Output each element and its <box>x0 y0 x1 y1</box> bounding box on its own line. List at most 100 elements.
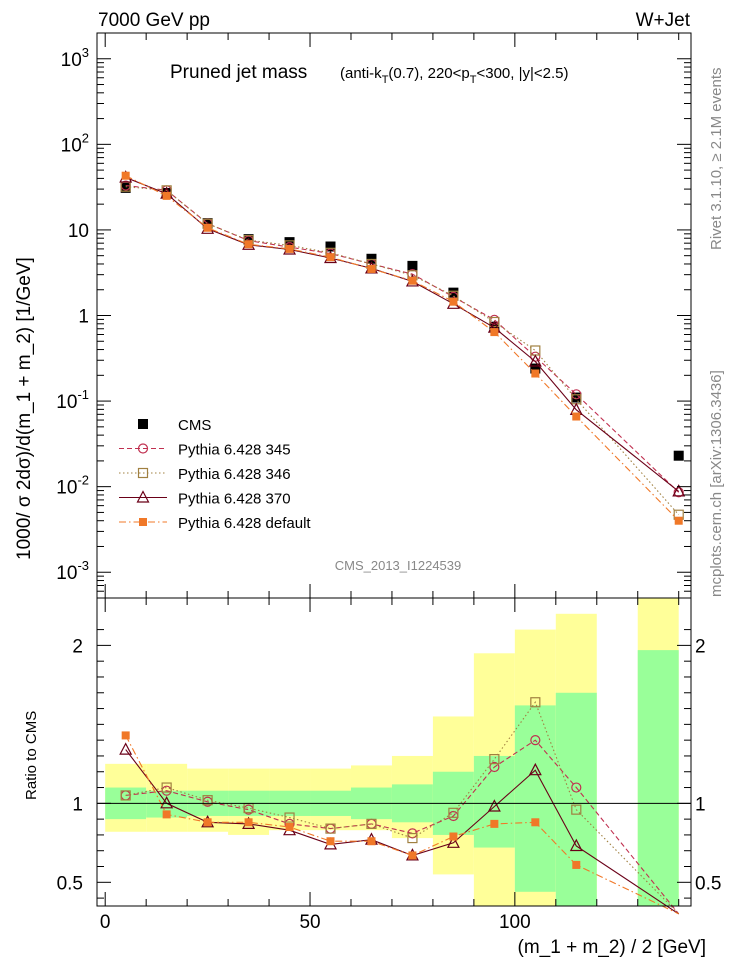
main-point-4-10 <box>531 369 540 378</box>
main-point-0-6 <box>366 253 377 264</box>
main-point-0-5 <box>325 241 336 252</box>
main-point-4-6 <box>367 264 376 273</box>
main-point-4-3 <box>244 240 253 249</box>
analysis-label: CMS_2013_I1224539 <box>335 558 462 573</box>
ratio-point-1-11 <box>571 804 582 815</box>
ratio-point-3-6 <box>367 837 376 846</box>
ratio-panel: Ratio to CMS (m_1 + m_2) / 2 [GeV] 0.5 0.… <box>23 597 721 958</box>
uncertainty-band-green-10 <box>514 705 556 892</box>
main-ylabel: 1000/ σ 2dσ)/d(m_1 + m_2) [1/GeV] <box>14 257 35 560</box>
main-point-4-8 <box>449 297 458 306</box>
legend-marker-4 <box>139 518 147 526</box>
ratio-ytick-label-right-2: 2 <box>695 636 706 657</box>
ratio-point-0-9 <box>489 761 500 773</box>
main-point-4-0 <box>121 171 130 180</box>
legend-marker-1 <box>137 443 149 454</box>
x-tick-label-2: 100 <box>499 912 531 933</box>
main-point-0-12 <box>673 450 684 461</box>
ratio-point-3-1 <box>162 810 171 819</box>
main-ytick-label-5: 102 <box>61 130 89 156</box>
header-right: W+Jet <box>636 10 691 31</box>
ratio-ytick-label-0: 0.5 <box>57 873 83 894</box>
legend-label-3: Pythia 6.428 370 <box>178 491 291 508</box>
ratio-point-3-10 <box>531 818 540 827</box>
ratio-point-3-2 <box>203 818 212 827</box>
main-panel: Pruned jet mass (anti-kT(0.7), 220<pT<30… <box>14 32 692 599</box>
legend-label-1: Pythia 6.428 345 <box>178 442 291 459</box>
ratio-point-1-8 <box>448 807 459 818</box>
legend-marker-0 <box>138 419 148 429</box>
ratio-line-1 <box>125 701 680 915</box>
legend-label-0: CMS <box>178 417 211 434</box>
ratio-point-0-11 <box>571 782 582 793</box>
main-ytick-label-1: 10-2 <box>56 473 89 499</box>
ratio-ytick-label-right-0: 0.5 <box>695 873 721 894</box>
main-point-1-12 <box>673 487 684 498</box>
main-frame <box>96 32 692 599</box>
main-series-4 <box>121 171 683 525</box>
ratio-point-3-8 <box>449 832 458 841</box>
main-ytick-label-2: 10-1 <box>56 387 89 413</box>
ratio-point-1-4 <box>284 812 295 823</box>
ratio-point-1-5 <box>325 823 336 834</box>
ratio-point-3-0 <box>121 731 130 740</box>
mcplots-label: mcplots.cern.ch [arXiv:1306.3436] <box>708 370 725 597</box>
uncertainty-band-green-12 <box>637 650 679 906</box>
ratio-ylabel: Ratio to CMS <box>23 711 40 800</box>
main-point-3-10 <box>528 354 542 367</box>
ratio-point-1-6 <box>366 818 377 829</box>
main-point-4-12 <box>674 516 683 525</box>
ratio-point-2-9 <box>487 799 501 812</box>
ratio-point-1-9 <box>489 754 500 765</box>
legend: CMS Pythia 6.428 345 Pythia 6.428 346 Pythi… <box>119 417 311 532</box>
ratio-point-3-3 <box>244 818 253 827</box>
ratio-frame <box>96 597 692 907</box>
x-axis-label: (m_1 + m_2) / 2 [GeV] <box>518 937 707 958</box>
header-left: 7000 GeV pp <box>98 10 210 31</box>
ratio-ytick-label-1: 1 <box>72 794 83 815</box>
ratio-series-3 <box>121 731 679 915</box>
legend-label-4: Pythia 6.428 default <box>178 515 311 532</box>
ratio-ytick-label-right-1: 1 <box>695 794 706 815</box>
ratio-point-3-9 <box>490 819 499 828</box>
ratio-point-3-4 <box>285 823 294 832</box>
main-point-0-7 <box>407 260 418 271</box>
main-title-detail: (anti-kT(0.7), 220<pT<300, |y|<2.5) <box>340 65 569 86</box>
x-tick-label-0: 0 <box>100 912 111 933</box>
main-point-2-9 <box>489 316 500 328</box>
ratio-point-2-8 <box>446 835 460 848</box>
main-point-0-0 <box>120 182 131 193</box>
main-point-4-11 <box>572 412 581 421</box>
ratio-point-3-7 <box>408 851 417 860</box>
main-point-4-1 <box>162 191 171 200</box>
uncertainty-band-green-11 <box>555 692 597 906</box>
x-tick-label-1: 50 <box>299 912 320 933</box>
ratio-point-1-2 <box>202 795 213 806</box>
main-ytick-label-6: 103 <box>61 45 89 71</box>
ratio-point-1-10 <box>530 697 541 708</box>
ratio-point-1-0 <box>120 790 131 801</box>
legend-label-2: Pythia 6.428 346 <box>178 466 291 483</box>
ratio-point-3-11 <box>572 860 581 869</box>
legend-marker-3 <box>136 490 150 503</box>
main-ytick-label-3: 1 <box>78 307 89 328</box>
ratio-point-2-1 <box>160 796 174 809</box>
main-ytick-label-4: 10 <box>68 221 89 242</box>
ratio-point-2-10 <box>528 762 542 776</box>
ratio-point-3-5 <box>326 837 335 846</box>
main-point-4-2 <box>203 223 212 232</box>
ratio-point-0-10 <box>530 735 541 746</box>
main-point-4-9 <box>490 328 499 337</box>
main-point-4-7 <box>408 276 417 285</box>
legend-marker-2 <box>137 467 149 479</box>
ratio-series-1 <box>120 697 680 915</box>
main-point-4-4 <box>285 244 294 253</box>
ratio-point-2-11 <box>569 838 583 852</box>
main-ytick-label-0: 10-3 <box>56 558 89 584</box>
ratio-ytick-label-2: 2 <box>72 636 83 657</box>
ratio-point-2-0 <box>119 742 133 755</box>
main-point-4-5 <box>326 253 335 262</box>
main-point-0-11 <box>571 392 582 403</box>
rivet-label: Rivet 3.1.10, ≥ 2.1M events <box>708 68 725 251</box>
main-point-3-12 <box>672 484 686 497</box>
